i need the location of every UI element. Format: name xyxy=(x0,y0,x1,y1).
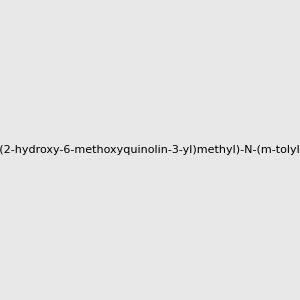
Text: 3-chloro-N-((2-hydroxy-6-methoxyquinolin-3-yl)methyl)-N-(m-tolyl)benzamide: 3-chloro-N-((2-hydroxy-6-methoxyquinolin… xyxy=(0,145,300,155)
